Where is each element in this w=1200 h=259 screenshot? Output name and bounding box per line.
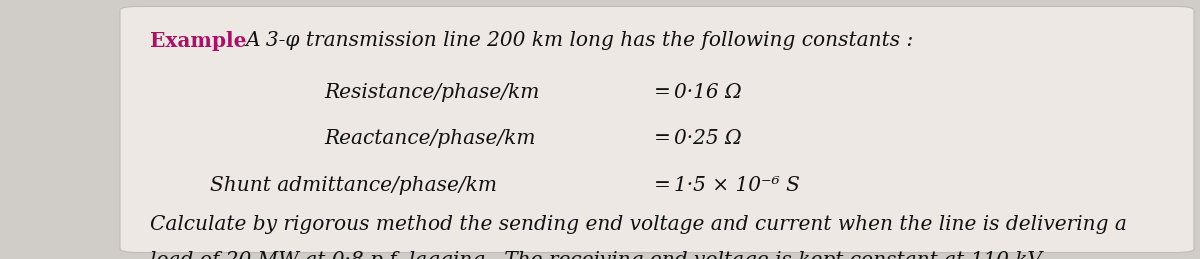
Text: =: = [654, 83, 671, 102]
Text: =: = [654, 176, 671, 195]
Text: Example: Example [150, 31, 246, 51]
Text: Shunt admittance/phase/km: Shunt admittance/phase/km [210, 176, 497, 195]
Text: A 3-φ transmission line 200 km long has the following constants :: A 3-φ transmission line 200 km long has … [246, 31, 914, 50]
Text: 0·16 Ω: 0·16 Ω [674, 83, 742, 102]
FancyBboxPatch shape [120, 6, 1194, 253]
Text: =: = [654, 130, 671, 148]
Text: 0·25 Ω: 0·25 Ω [674, 130, 742, 148]
Text: Reactance/phase/km: Reactance/phase/km [324, 130, 535, 148]
Text: load of 20 MW at 0·8 p.f. lagging.  The receiving end voltage is kept constant a: load of 20 MW at 0·8 p.f. lagging. The r… [150, 251, 1045, 259]
Text: Calculate by rigorous method the sending end voltage and current when the line i: Calculate by rigorous method the sending… [150, 215, 1127, 234]
Text: Resistance/phase/km: Resistance/phase/km [324, 83, 539, 102]
Text: 1·5 × 10⁻⁶ S: 1·5 × 10⁻⁶ S [674, 176, 800, 195]
